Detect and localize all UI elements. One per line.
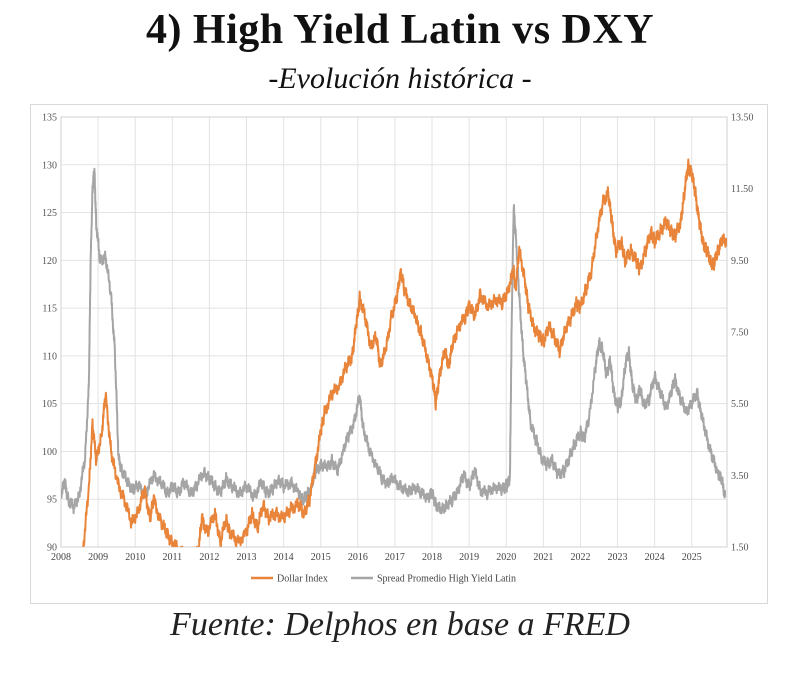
x-tick-label: 2009	[88, 552, 108, 563]
series-line-spread-hy-latin	[61, 167, 727, 515]
x-tick-label: 2012	[199, 552, 219, 563]
x-tick-label: 2025	[682, 552, 702, 563]
chart-frame: 90 95 100 105 110 115 120 125 130 135 1.50 3.50 5.5…	[30, 104, 768, 604]
source-note: Fuente: Delphos en base a FRED	[170, 606, 630, 643]
series-line-dollar-index	[82, 158, 727, 547]
left-tick-label: 90	[47, 543, 57, 554]
page-subtitle: -Evolución histórica -	[268, 62, 532, 95]
grid-lines	[60, 116, 728, 548]
left-tick-label: 100	[42, 447, 57, 458]
legend-label: Dollar Index	[277, 574, 328, 585]
left-tick-label: 125	[42, 208, 57, 219]
x-tick-label: 2013	[237, 552, 257, 563]
x-tick-label: 2023	[608, 552, 628, 563]
chart-svg: 90 95 100 105 110 115 120 125 130 135 1.50 3.50 5.5…	[42, 113, 754, 585]
right-tick-label: 11.50	[731, 184, 753, 195]
right-axis-ticks: 1.50 3.50 5.50 7.50 9.50 11.50 13.50	[731, 113, 754, 554]
right-tick-label: 1.50	[731, 543, 749, 554]
left-tick-label: 95	[47, 495, 57, 506]
left-axis-ticks: 90 95 100 105 110 115 120 125 130 135	[42, 113, 57, 554]
x-tick-label: 2015	[311, 552, 331, 563]
legend-label: Spread Promedio High Yield Latin	[377, 574, 516, 585]
plot-area	[60, 116, 728, 548]
x-tick-label: 2024	[645, 552, 665, 563]
page-title: 4) High Yield Latin vs DXY	[145, 7, 655, 53]
right-tick-label: 9.50	[731, 256, 749, 267]
x-tick-label: 2011	[162, 552, 182, 563]
left-tick-label: 110	[42, 351, 57, 362]
right-tick-label: 5.50	[731, 399, 749, 410]
x-axis-ticks: 2008 2009 2010 2011 2012 2013 2014 2015 2016 2017…	[51, 552, 702, 563]
x-tick-label: 2017	[385, 552, 405, 563]
series-group	[61, 158, 727, 547]
x-tick-label: 2010	[125, 552, 145, 563]
left-tick-label: 135	[42, 113, 57, 124]
x-tick-label: 2018	[422, 552, 442, 563]
left-tick-label: 105	[42, 399, 57, 410]
legend: Dollar Index Spread Promedio High Yield L…	[251, 574, 516, 585]
x-tick-label: 2020	[496, 552, 516, 563]
right-tick-label: 3.50	[731, 471, 749, 482]
x-tick-label: 2014	[274, 552, 294, 563]
left-tick-label: 115	[42, 304, 57, 315]
left-tick-label: 130	[42, 160, 57, 171]
x-tick-label: 2016	[348, 552, 368, 563]
right-tick-label: 13.50	[731, 113, 754, 124]
right-tick-label: 7.50	[731, 328, 749, 339]
x-tick-label: 2008	[51, 552, 71, 563]
left-tick-label: 120	[42, 256, 57, 267]
x-tick-label: 2019	[459, 552, 479, 563]
x-tick-label: 2021	[533, 552, 553, 563]
x-tick-label: 2022	[570, 552, 590, 563]
